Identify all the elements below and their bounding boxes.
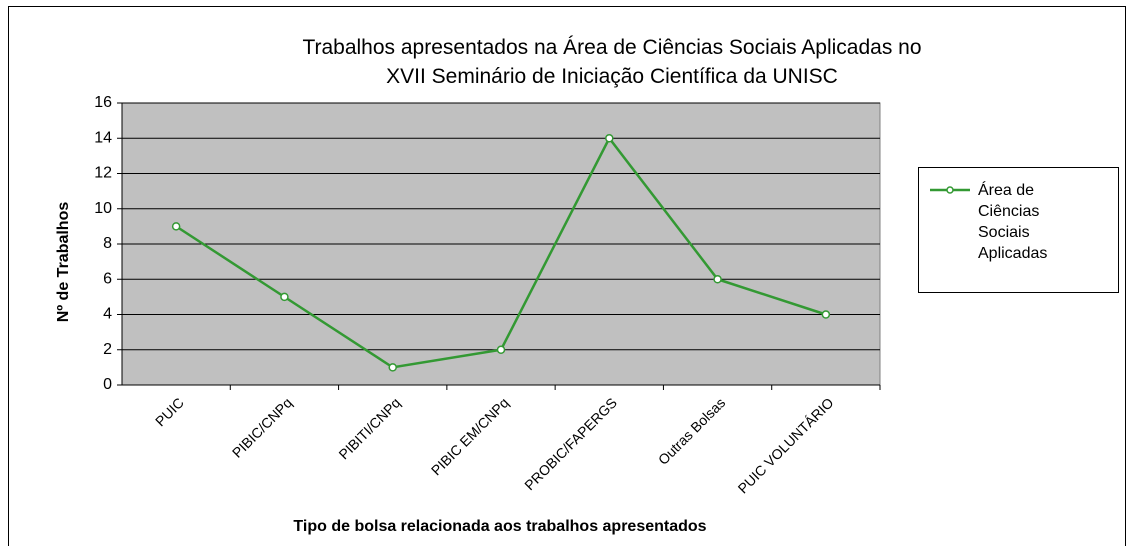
point — [171, 222, 181, 231]
y-tick-label: 14 — [94, 129, 112, 146]
y-tick-label: 8 — [103, 235, 112, 252]
x-tick-label: PIBIC EM/CNPq — [428, 394, 512, 478]
legend-label: Área de Ciências Sociais Aplicadas — [978, 182, 1048, 262]
point — [388, 363, 397, 372]
point — [605, 134, 614, 143]
point — [496, 345, 506, 354]
y-tick-label: 12 — [94, 165, 112, 182]
point — [713, 275, 722, 284]
x-tick-label: PUIC VOLUNTÁRIO — [735, 394, 837, 496]
chart-title: Trabalhos apresentados na Área de Ciênci… — [302, 36, 922, 88]
y-tick-label: 2 — [103, 341, 112, 358]
y-tick-label: 0 — [103, 376, 112, 393]
point — [280, 292, 289, 302]
x-tick-label: PUIC — [152, 394, 187, 429]
y-tick-label: 16 — [94, 94, 112, 111]
chart-border — [8, 6, 1126, 546]
y-tick-label: 4 — [103, 306, 112, 323]
x-tick-label: PROBIC/FAPERGS — [521, 394, 620, 493]
x-tick-label: PIBITI/CNPq — [335, 394, 403, 462]
x-axis-label: Tipo de bolsa relacionada aos trabalhos … — [293, 518, 706, 535]
y-axis-label: Nº de Trabalhos — [55, 202, 72, 323]
x-tick-label: Outras Bolsas — [655, 394, 728, 467]
point — [821, 310, 831, 319]
y-tick-label: 6 — [103, 270, 112, 287]
x-tick-label: PIBIC/CNPq — [229, 394, 295, 460]
legend-marker — [946, 186, 954, 194]
y-tick-label: 10 — [94, 200, 112, 217]
